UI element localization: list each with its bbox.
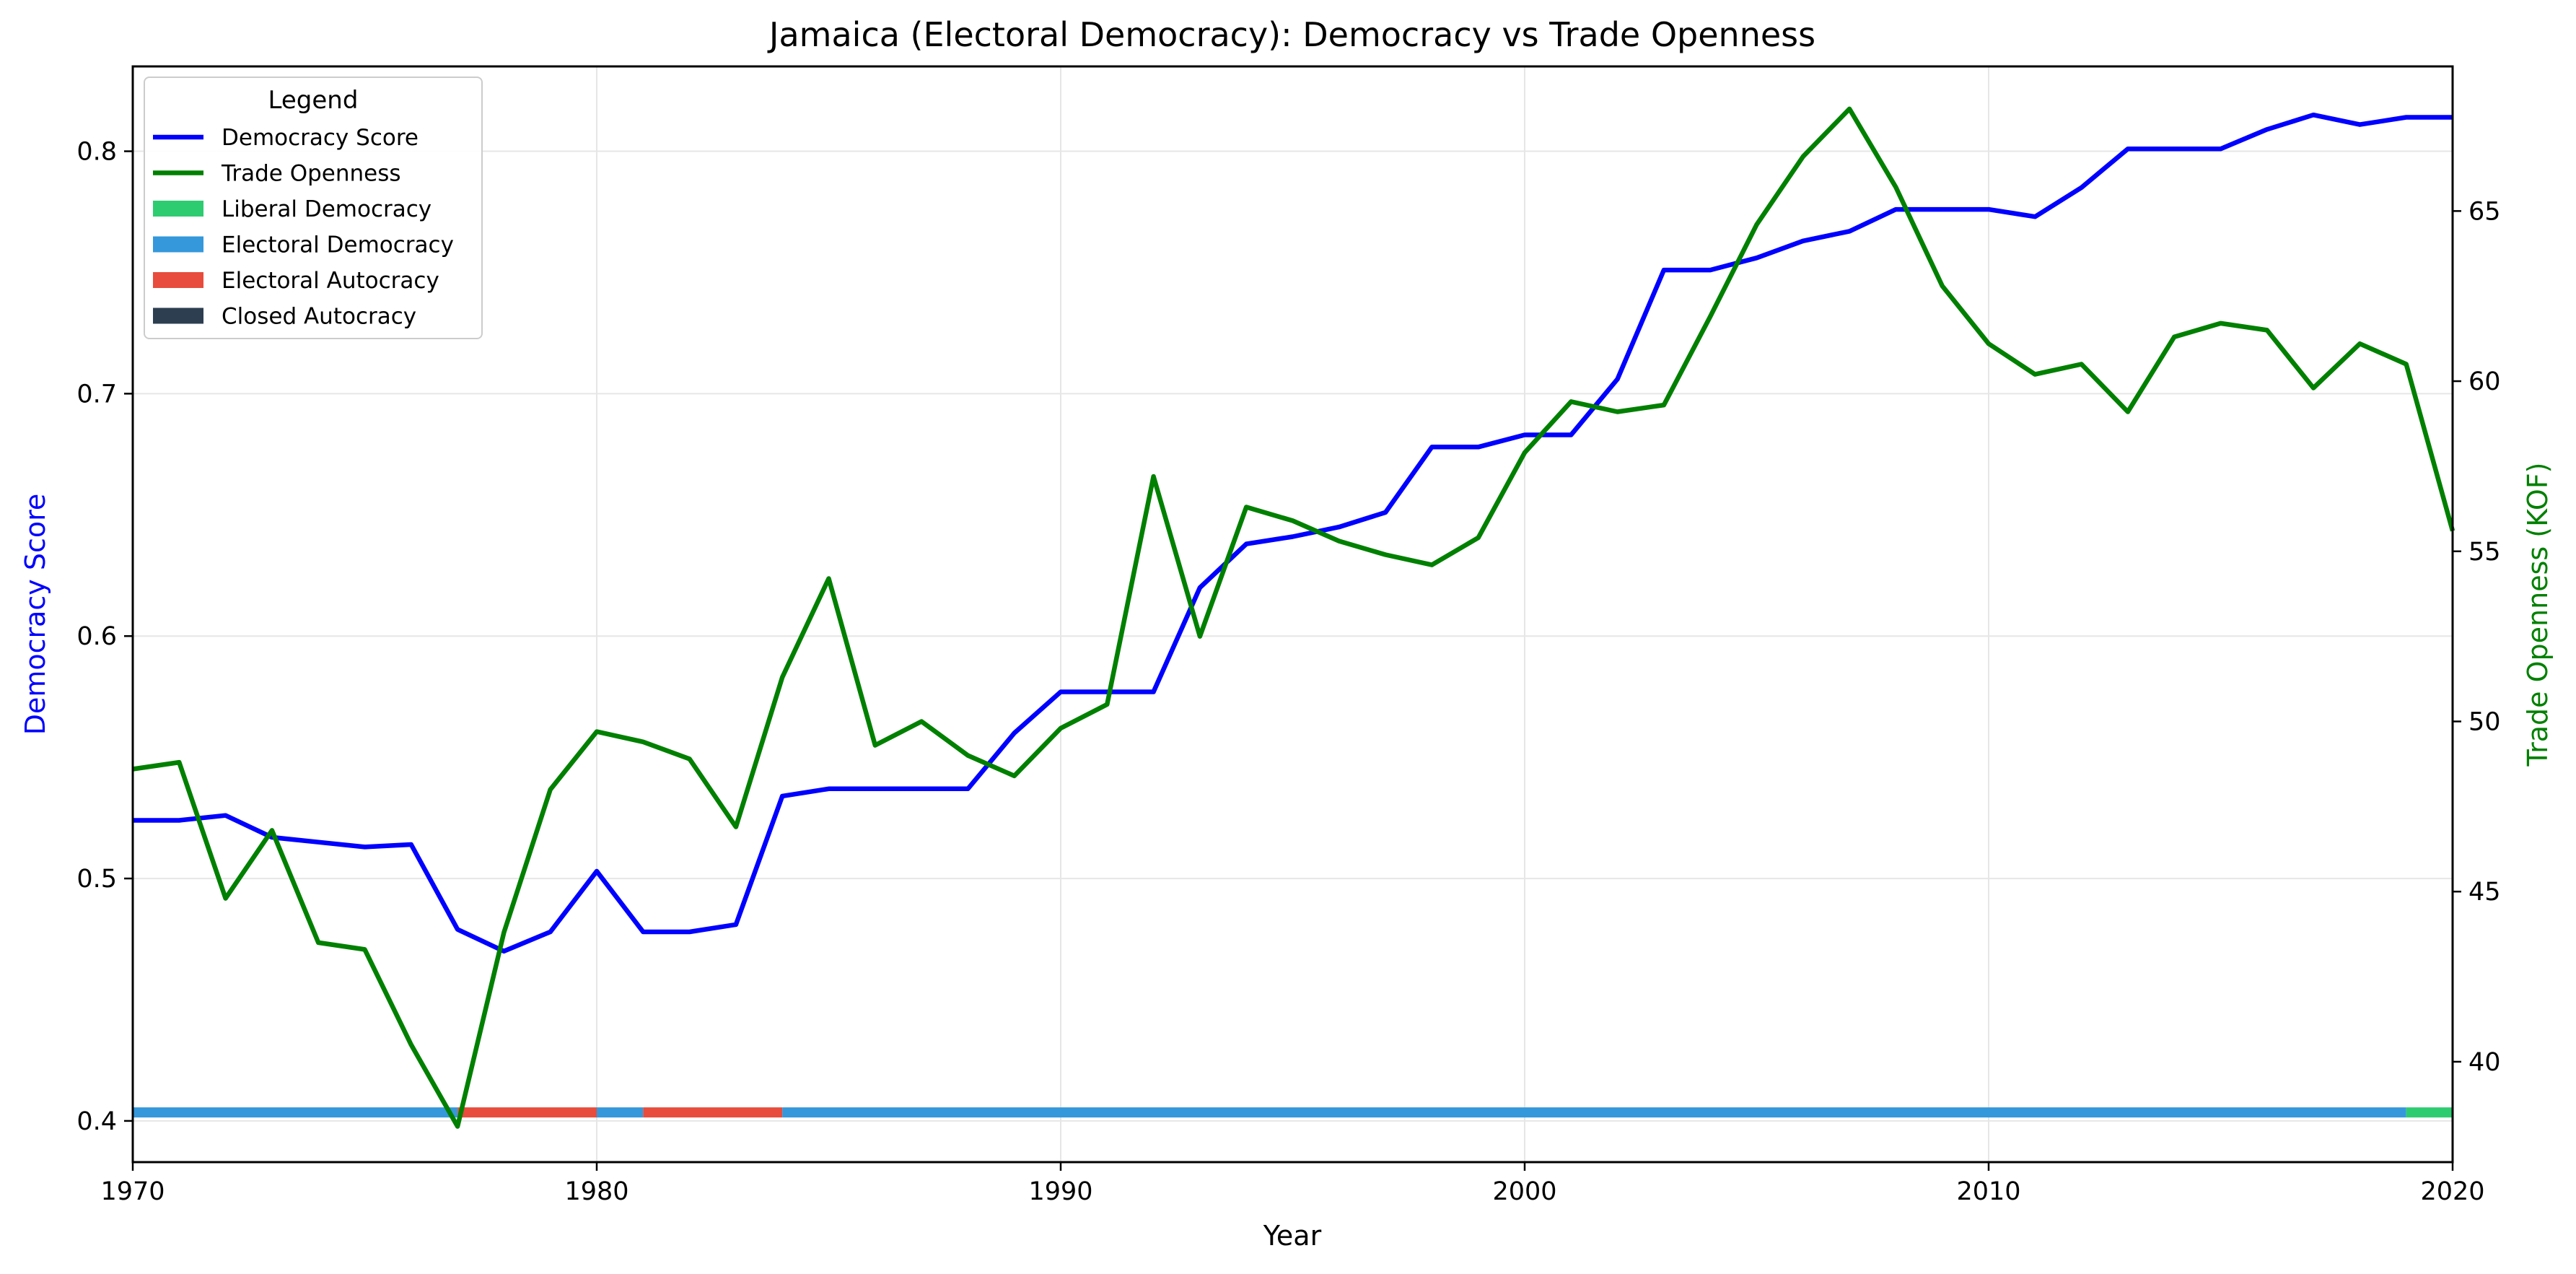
regime-segment [597,1107,644,1118]
y-tick-label: 0.4 [76,1107,117,1136]
regime-segment [782,1107,2406,1118]
legend-label: Electoral Democracy [222,232,454,258]
trade-openness-line [132,106,2455,1129]
legend-title: Legend [268,86,359,115]
democracy-score-line [133,112,2453,954]
y2-tick-label: 45 [2468,878,2501,907]
series-lines [132,106,2455,1129]
legend-swatch-patch [153,201,203,217]
legend-entries: Democracy Score Trade Openness Liberal Dem… [153,125,454,330]
regime-segment [2406,1107,2453,1118]
regime-segment [457,1107,597,1118]
y2-axis-label: Trade Openness (KOF) [2522,462,2554,767]
regime-bar [133,1107,2453,1118]
y-tick-label: 0.7 [76,380,117,409]
legend-swatch-patch [153,307,203,324]
chart-title: Jamaica (Electoral Democracy): Democracy… [767,15,1815,54]
y2-tick-label: 50 [2468,708,2501,737]
legend-label: Closed Autocracy [222,304,416,330]
legend-swatch-patch [153,236,203,253]
y-tick-label: 0.8 [76,138,117,167]
x-tick-label: 1980 [564,1177,628,1206]
x-axis-label: Year [1263,1220,1322,1252]
y-tick-label: 0.6 [76,622,117,651]
x-axis: 1970 1980 1990 2000 2010 2020 [100,1162,2485,1206]
plot-frame [131,65,2454,1164]
legend-swatch-patch [153,272,203,288]
regime-segment [643,1107,783,1118]
y-axis-label: Democracy Score [19,494,51,736]
legend: Legend Democracy Score Trade Openness Libe… [144,77,483,339]
legend-label: Democracy Score [222,125,419,151]
y2-tick-label: 60 [2468,367,2501,396]
legend-label: Trade Openness [221,161,401,187]
y-tick-label: 0.5 [76,865,117,894]
y-axis-right: 40 45 50 55 60 65 [2453,197,2501,1077]
regime-segment [133,1107,458,1118]
y2-tick-label: 40 [2468,1048,2501,1077]
y2-tick-label: 65 [2468,197,2501,226]
legend-label: Electoral Autocracy [222,268,439,294]
x-tick-label: 2010 [1956,1177,2020,1206]
y2-tick-label: 55 [2468,538,2501,567]
x-tick-label: 2020 [2420,1177,2484,1206]
y-axis-left: 0.4 0.5 0.6 0.7 0.8 [76,138,133,1136]
x-tick-label: 2000 [1492,1177,1556,1206]
x-tick-label: 1990 [1028,1177,1092,1206]
x-tick-label: 1970 [100,1177,165,1206]
legend-frame [144,77,483,339]
legend-label: Liberal Democracy [222,196,431,222]
